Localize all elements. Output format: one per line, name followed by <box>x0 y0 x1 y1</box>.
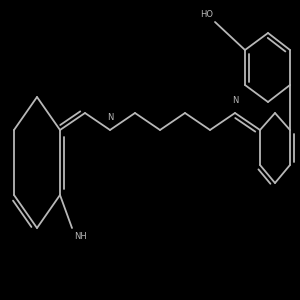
Text: N: N <box>107 113 113 122</box>
Text: NH: NH <box>74 232 87 241</box>
Text: HO: HO <box>200 10 213 19</box>
Text: N: N <box>232 96 238 105</box>
